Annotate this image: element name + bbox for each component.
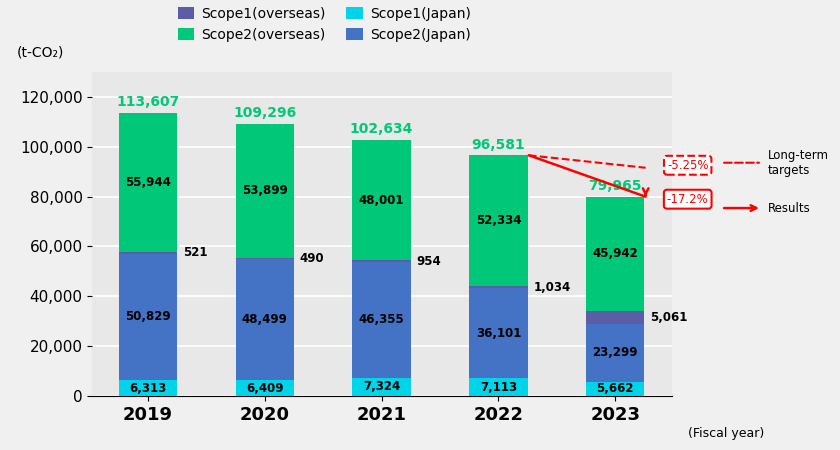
- Bar: [470, 155, 528, 286]
- Text: 954: 954: [417, 255, 441, 268]
- Bar: [353, 260, 411, 262]
- Text: 6,409: 6,409: [246, 382, 284, 395]
- Text: 7,324: 7,324: [363, 380, 400, 393]
- Text: (t-CO₂): (t-CO₂): [17, 45, 65, 59]
- Legend: Scope1(overseas), Scope2(overseas), Scope1(Japan), Scope2(Japan): Scope1(overseas), Scope2(overseas), Scop…: [172, 1, 476, 47]
- Bar: [235, 124, 294, 258]
- Text: 55,944: 55,944: [125, 176, 171, 189]
- Bar: [586, 382, 644, 396]
- Text: 23,299: 23,299: [592, 346, 638, 360]
- Text: Long-term
targets: Long-term targets: [768, 148, 828, 177]
- Bar: [586, 197, 644, 311]
- Text: 5,061: 5,061: [650, 311, 688, 324]
- Bar: [235, 258, 294, 259]
- Text: 50,829: 50,829: [125, 310, 171, 324]
- Text: 6,313: 6,313: [129, 382, 166, 395]
- Bar: [118, 380, 177, 396]
- Text: 490: 490: [300, 252, 324, 265]
- Bar: [353, 378, 411, 396]
- Text: 521: 521: [183, 247, 207, 260]
- Text: 113,607: 113,607: [116, 95, 180, 109]
- Text: 79,965: 79,965: [589, 179, 642, 193]
- Bar: [118, 252, 177, 254]
- Text: 45,942: 45,942: [592, 248, 638, 261]
- Text: 48,001: 48,001: [359, 194, 404, 207]
- Text: 5,662: 5,662: [596, 382, 634, 396]
- Bar: [470, 288, 528, 378]
- Bar: [353, 262, 411, 378]
- Bar: [586, 311, 644, 324]
- Text: 52,334: 52,334: [475, 214, 521, 227]
- Bar: [235, 259, 294, 380]
- Bar: [470, 378, 528, 396]
- Text: -5.25%: -5.25%: [667, 159, 708, 172]
- Bar: [470, 286, 528, 288]
- Text: 36,101: 36,101: [475, 327, 521, 340]
- Bar: [118, 254, 177, 380]
- Text: Results: Results: [768, 202, 811, 215]
- Text: 46,355: 46,355: [359, 314, 405, 327]
- Bar: [586, 324, 644, 382]
- Text: (Fiscal year): (Fiscal year): [688, 427, 764, 440]
- Text: 48,499: 48,499: [242, 313, 288, 326]
- Text: 109,296: 109,296: [234, 106, 297, 120]
- Text: 102,634: 102,634: [350, 122, 413, 136]
- Bar: [118, 113, 177, 252]
- Text: 7,113: 7,113: [480, 381, 517, 394]
- Text: -17.2%: -17.2%: [667, 193, 709, 206]
- Bar: [353, 140, 411, 260]
- Text: 96,581: 96,581: [471, 138, 525, 152]
- Text: 53,899: 53,899: [242, 184, 287, 197]
- Bar: [235, 380, 294, 396]
- Text: 1,034: 1,034: [533, 280, 570, 293]
